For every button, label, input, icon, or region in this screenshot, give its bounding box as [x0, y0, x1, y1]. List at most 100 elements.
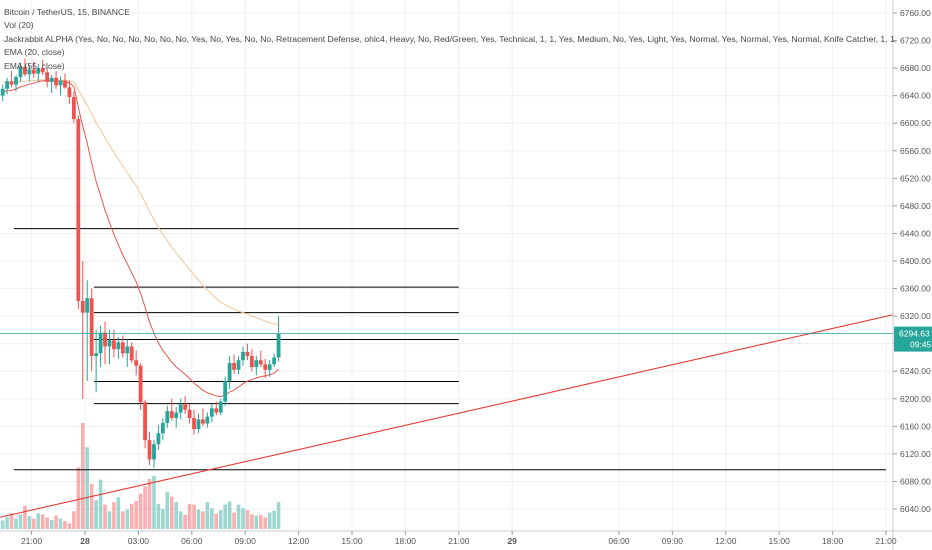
- volume-bar: [201, 511, 205, 529]
- candle-body: [209, 408, 214, 417]
- volume-bar: [214, 513, 219, 529]
- candle-body: [236, 360, 241, 370]
- candle-body: [147, 440, 152, 460]
- volume-bars: [0, 422, 281, 529]
- candle-body: [254, 360, 259, 368]
- x-tick-label: 03:00: [128, 536, 150, 546]
- candle: [31, 61, 36, 78]
- candle-body: [143, 402, 147, 441]
- x-tick-label: 09:00: [662, 536, 684, 546]
- volume-bar: [165, 491, 170, 529]
- y-axis-labels: 6040.00 6080.00 6120.00 6160.00 6200.00 6240.…: [893, 8, 931, 514]
- y-tick-label: 6480.00: [900, 201, 931, 211]
- volume-bar: [107, 511, 112, 529]
- volume-bar: [94, 500, 98, 529]
- y-tick-label: 6120.00: [900, 449, 931, 459]
- candle: [192, 409, 196, 435]
- x-tick-label: 29: [507, 536, 517, 546]
- candle-body: [214, 408, 219, 413]
- candle: [103, 321, 107, 365]
- horizontal-levels[interactable]: [13, 228, 886, 471]
- candle: [227, 356, 232, 390]
- y-tick-label: 6200.00: [900, 394, 931, 404]
- volume-bar: [258, 514, 263, 529]
- x-tick-label: 21:00: [21, 536, 43, 546]
- candle: [0, 84, 5, 102]
- candle-body: [192, 418, 196, 430]
- candle: [76, 114, 81, 310]
- candle: [138, 362, 143, 410]
- candle-body: [241, 351, 245, 361]
- candle: [125, 339, 130, 368]
- candle-body: [201, 419, 205, 424]
- candle-body: [267, 364, 272, 370]
- volume-bar: [129, 503, 134, 529]
- volume-bar: [227, 501, 232, 529]
- candle: [14, 75, 18, 92]
- candle: [183, 396, 188, 414]
- candle: [223, 376, 228, 406]
- candle-body: [14, 77, 18, 85]
- candle-body: [138, 365, 143, 403]
- candle: [156, 424, 161, 450]
- volume-bar: [125, 509, 130, 529]
- candle-body: [9, 81, 14, 85]
- volume-bar: [232, 512, 236, 529]
- volume-bar: [250, 514, 254, 529]
- x-tick-label: 18:00: [822, 536, 844, 546]
- volume-bar: [223, 504, 227, 529]
- trendline[interactable]: [0, 314, 894, 518]
- candle: [214, 401, 219, 416]
- y-tick-label: 6440.00: [900, 228, 931, 238]
- volume-bar: [205, 502, 210, 529]
- candle: [187, 404, 192, 424]
- ema-lines: [2, 79, 279, 398]
- volume-bar: [63, 521, 67, 529]
- volume-bar: [112, 502, 116, 529]
- price-tag-value: 6294.63: [899, 329, 930, 339]
- candle-body: [107, 340, 112, 347]
- candle: [112, 329, 116, 358]
- candle: [236, 356, 241, 374]
- x-tick-label: 15:00: [341, 536, 363, 546]
- volume-bar: [80, 422, 85, 529]
- y-tick-label: 6240.00: [900, 366, 931, 376]
- volume-bar: [76, 467, 81, 529]
- volume-bar: [218, 510, 223, 529]
- candle: [67, 80, 72, 104]
- candle-body: [31, 69, 36, 74]
- candle-body: [98, 332, 103, 354]
- volume-bar: [9, 513, 14, 529]
- x-tick-label: 21:00: [875, 536, 897, 546]
- volume-bar: [196, 509, 201, 529]
- volume-bar: [5, 516, 9, 529]
- candle-body: [36, 68, 41, 74]
- trendline-line[interactable]: [0, 314, 894, 518]
- candle-body: [160, 422, 165, 434]
- candle: [232, 354, 236, 374]
- candle: [134, 350, 139, 376]
- candle-body: [187, 409, 192, 419]
- candle: [5, 77, 10, 95]
- volume-bar: [49, 519, 54, 529]
- candle: [201, 408, 205, 427]
- volume-bar: [245, 510, 250, 529]
- y-tick-label: 6760.00: [900, 8, 931, 18]
- volume-bar: [72, 511, 76, 529]
- candle: [9, 70, 14, 88]
- candle-body: [232, 362, 236, 370]
- candle: [98, 325, 103, 368]
- y-tick-label: 6080.00: [900, 476, 931, 486]
- candle: [80, 261, 85, 399]
- volume-bar: [236, 504, 241, 529]
- candle-body: [80, 300, 85, 313]
- candle-body: [134, 360, 139, 366]
- candle-body: [227, 362, 232, 381]
- candle-body: [112, 340, 116, 350]
- candle: [174, 407, 179, 428]
- candle: [58, 76, 63, 96]
- candle-body: [223, 380, 228, 402]
